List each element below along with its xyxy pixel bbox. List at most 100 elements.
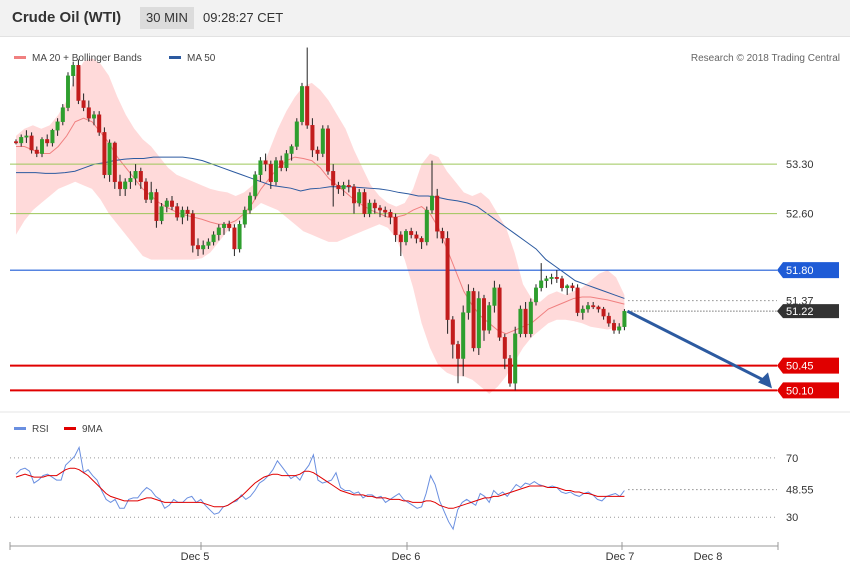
candle-body bbox=[430, 195, 435, 211]
candle bbox=[440, 227, 445, 244]
candle bbox=[268, 160, 273, 189]
candle-body bbox=[466, 291, 471, 313]
candle bbox=[40, 137, 45, 158]
candle bbox=[185, 206, 190, 221]
candle bbox=[149, 181, 154, 204]
candle bbox=[497, 284, 502, 341]
rsi-series-9ma bbox=[15, 467, 625, 509]
candle bbox=[341, 181, 346, 196]
candle-body bbox=[91, 114, 96, 119]
price-level-label: 51.80 bbox=[786, 265, 814, 277]
rsi-series-rsi bbox=[15, 445, 625, 531]
candle bbox=[528, 298, 533, 338]
candle bbox=[195, 238, 200, 257]
candle bbox=[539, 263, 544, 292]
candle-body bbox=[471, 291, 476, 349]
price-level-tag bbox=[777, 382, 839, 399]
candle-body bbox=[154, 192, 159, 221]
candle bbox=[331, 164, 336, 207]
candle bbox=[346, 179, 351, 193]
candle bbox=[372, 199, 377, 214]
candle-body bbox=[554, 277, 559, 279]
candle bbox=[253, 171, 258, 200]
candle-body bbox=[268, 163, 273, 183]
candle-body bbox=[372, 202, 377, 209]
candle bbox=[502, 333, 507, 370]
candle bbox=[258, 157, 263, 182]
candle-body bbox=[580, 308, 585, 313]
x-axis-label: Dec 6 bbox=[392, 551, 421, 563]
candle-body bbox=[97, 114, 102, 133]
last-price-label: 51.22 bbox=[786, 306, 814, 318]
candle-body bbox=[523, 308, 528, 334]
candle-body bbox=[107, 142, 112, 175]
candle-body bbox=[331, 171, 336, 186]
candle bbox=[76, 59, 81, 105]
candle bbox=[143, 178, 148, 204]
timestamp: 09:28:27 CET bbox=[203, 10, 284, 25]
candle-body bbox=[492, 287, 497, 306]
x-axis-label: Dec 5 bbox=[181, 551, 210, 563]
candle-body bbox=[305, 86, 310, 126]
candle bbox=[71, 61, 76, 87]
timeframe-badge[interactable]: 30 MIN bbox=[140, 7, 194, 29]
candle bbox=[570, 282, 575, 292]
candle bbox=[388, 209, 393, 225]
candle-body bbox=[596, 306, 601, 310]
candle bbox=[466, 284, 471, 320]
forecast-arrow-head bbox=[758, 372, 772, 389]
candle bbox=[300, 82, 305, 126]
legend-label: MA 20 + Bollinger Bands bbox=[32, 53, 142, 64]
candle-body bbox=[185, 209, 190, 214]
candle-body bbox=[159, 206, 164, 221]
candle-body bbox=[50, 130, 55, 144]
candle bbox=[117, 174, 122, 196]
candle-body bbox=[169, 200, 174, 207]
candle bbox=[50, 128, 55, 147]
candle-body bbox=[513, 333, 518, 384]
candle-body bbox=[560, 278, 565, 289]
candle bbox=[352, 183, 357, 214]
ma20-line bbox=[16, 117, 625, 335]
legend-label: MA 50 bbox=[187, 53, 216, 64]
candle bbox=[606, 312, 611, 327]
price-level-label: 53.30 bbox=[786, 159, 814, 171]
candle-body bbox=[482, 298, 487, 331]
candle-body bbox=[528, 301, 533, 334]
candle bbox=[133, 164, 138, 186]
candle bbox=[206, 238, 211, 249]
candle-body bbox=[300, 86, 305, 122]
candle bbox=[65, 72, 70, 112]
candle-body bbox=[24, 135, 29, 138]
candle-body bbox=[143, 181, 148, 200]
candle bbox=[357, 188, 362, 207]
candle bbox=[97, 111, 102, 136]
candle bbox=[175, 203, 180, 221]
legend-swatch bbox=[64, 427, 76, 430]
candle-body bbox=[617, 326, 622, 331]
candle bbox=[409, 227, 414, 239]
candle bbox=[471, 287, 476, 352]
candle bbox=[518, 305, 523, 338]
candle bbox=[19, 134, 24, 147]
candle bbox=[544, 275, 549, 288]
candle-body bbox=[227, 224, 232, 228]
legend-label: RSI bbox=[32, 424, 49, 435]
candle bbox=[169, 195, 174, 211]
candle-body bbox=[435, 195, 440, 232]
candle-body bbox=[60, 107, 65, 122]
candle bbox=[367, 199, 372, 218]
candle bbox=[523, 301, 528, 338]
candle bbox=[315, 146, 320, 161]
candle-body bbox=[294, 121, 299, 147]
candle-body bbox=[128, 178, 133, 183]
candle bbox=[476, 291, 481, 355]
price-level-label: 50.10 bbox=[786, 385, 814, 397]
candle-body bbox=[253, 174, 258, 197]
candle bbox=[81, 93, 86, 112]
candle-body bbox=[133, 171, 138, 179]
candle-body bbox=[320, 128, 325, 154]
candle-body bbox=[502, 337, 507, 359]
candle-body bbox=[284, 153, 289, 168]
candle bbox=[580, 305, 585, 320]
